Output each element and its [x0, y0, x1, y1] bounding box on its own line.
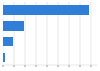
Bar: [3, 21, 24, 31]
Bar: [3, 5, 89, 15]
Bar: [3, 53, 6, 62]
Bar: [3, 37, 13, 46]
